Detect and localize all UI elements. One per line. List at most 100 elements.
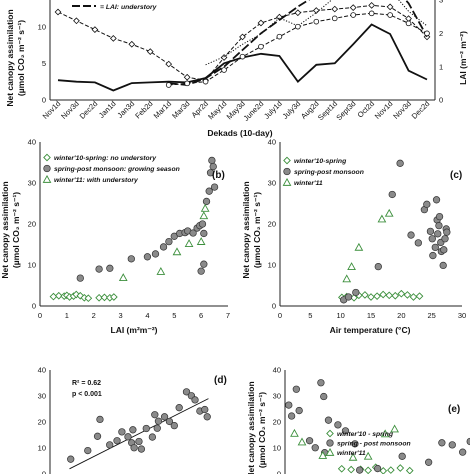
panel-a-series-2-point xyxy=(294,9,302,17)
panel-b-xtick-label: 2 xyxy=(92,311,96,320)
panel-e-series-3-point xyxy=(380,429,390,438)
panel-d-series-1-point xyxy=(151,411,159,419)
panel-e-series-3-point xyxy=(297,437,307,446)
panel-d-series-1-point xyxy=(118,428,126,436)
panel-a-xtick-label: Oct2d xyxy=(356,99,377,120)
panel-e-series-3-point xyxy=(290,428,299,437)
panel-a-series-line-4 xyxy=(168,0,428,86)
panel-a-xticks: Nov1dNov3dDec2dJan1dJan3dFeb2dMar1dMar3d… xyxy=(41,99,432,123)
panel-a-series-line-3 xyxy=(205,0,428,66)
panel-c-series-1-point xyxy=(415,292,424,300)
panel-b-series-3-point xyxy=(118,273,128,282)
panel-e-series-2-point xyxy=(356,466,364,474)
panel-c-ytick-label: 30 xyxy=(268,179,276,188)
panel-b-ytick-label: 10 xyxy=(28,261,36,270)
panel-e-series-2-point xyxy=(459,448,467,456)
panel-b-series-1-point xyxy=(76,291,85,300)
panel-e-series-2-point xyxy=(320,392,328,401)
panel-e-series-3-point xyxy=(363,451,373,460)
panel-a-series-5-point xyxy=(350,12,357,18)
panel-c-series-2-point xyxy=(435,221,443,230)
panel-b-xtick-label: 7 xyxy=(226,311,230,320)
panel-a-series-2-point xyxy=(239,33,246,41)
panel-d-series-1-point xyxy=(148,433,157,441)
panel-c-xtick-label: 5 xyxy=(308,311,312,320)
panel-b-series-3-point xyxy=(196,237,206,245)
panel-b-legend-marker-1 xyxy=(43,153,51,162)
panel-a-series-2-point xyxy=(54,8,62,16)
panel-c-legend-marker-2 xyxy=(283,167,291,176)
panel-c-legend-marker-3 xyxy=(282,177,292,186)
panel-c-ytick-label: 20 xyxy=(268,220,276,229)
panel-c-series-2-point xyxy=(443,228,451,236)
panel-a-series-2-point xyxy=(423,33,431,41)
panel-a-series-2-point xyxy=(386,3,394,11)
panel-a-series-2-point xyxy=(91,26,99,33)
panel-b-xtick-label: 1 xyxy=(65,311,69,320)
panel-d-letter: (d) xyxy=(214,375,227,386)
panel-a-y2label: LAI (m⁻² m⁻²) xyxy=(458,31,468,85)
panel-a-xtick-label: Dec2d xyxy=(410,99,432,121)
panel-e-series-2-point xyxy=(334,421,342,429)
panel-b-series-2-point xyxy=(197,267,205,275)
panel-e-series-1-point xyxy=(379,467,388,474)
panel-a-xtick-label: Feb2d xyxy=(133,99,154,120)
panel-d-series-1-point xyxy=(113,437,121,445)
panel-b-series-1-point xyxy=(49,292,58,301)
panel-e-ytick-label: 0 xyxy=(277,470,281,474)
panel-d-plot xyxy=(67,388,211,470)
panel-a-xtick-label: Sept1d xyxy=(316,99,339,122)
panel-b-series-2-point xyxy=(76,274,84,282)
panel-b-ytick-label: 40 xyxy=(28,138,36,147)
panel-c-series-2-point xyxy=(388,190,396,199)
panel-c-series-2-point xyxy=(423,200,431,208)
panel-b-series-2-point xyxy=(159,243,168,251)
panel-d-series-1-point xyxy=(130,444,138,452)
panel-c-series-2-point xyxy=(441,235,449,243)
panel-a-ylabel-line2: (µmol CO₂ m⁻² s⁻¹) xyxy=(16,20,26,96)
panel-a-series-2-point xyxy=(368,2,376,9)
panel-c-series-1-point xyxy=(409,293,418,301)
panel-e-series-2-point xyxy=(438,439,446,447)
panel-b-series-2-point xyxy=(143,253,152,261)
panel-a-series-line-2 xyxy=(57,4,428,81)
panel-a-xtick-label: July1d xyxy=(262,99,284,121)
panel-b-xlabel: LAI (m²m⁻²) xyxy=(111,325,158,335)
panel-a-series-2-point xyxy=(73,17,80,25)
panel-d-series-1-point xyxy=(165,417,174,426)
panel-e-legend-marker-2 xyxy=(326,439,334,447)
panel-c-series-2-point xyxy=(429,251,437,260)
panel-d-series-1-point xyxy=(182,388,191,396)
panel-d-series-1-point xyxy=(84,446,92,455)
panel-a-y2tick-label: 0 xyxy=(439,96,443,105)
panel-e-series-2-point xyxy=(351,440,359,448)
panel-a-xtick-label: Nov3d xyxy=(59,99,81,121)
panel-c-ylabel-line1: Net canopy assimilation xyxy=(241,181,251,278)
panel-a-ytick-label: 5 xyxy=(42,59,46,68)
panel-c-series-1-point xyxy=(361,291,369,299)
panel-a-series-2-point xyxy=(257,19,265,27)
panel-c-ytick-label: 0 xyxy=(272,302,276,311)
panel-a-series-5-point xyxy=(424,30,430,37)
panel-d-ytick-label: 10 xyxy=(38,444,46,453)
panel-d-series-1-point xyxy=(129,426,137,434)
panel-d-series-1-point xyxy=(67,455,75,463)
panel-e-legend-entry-1: winter'10 - spring xyxy=(337,431,394,438)
panel-c-series-2-point xyxy=(344,293,353,301)
panel-a-legend: = LAI: understory xyxy=(72,4,158,11)
panel-e-series-1-point xyxy=(387,466,395,474)
panel-a-xtick-label: Dec2d xyxy=(78,99,100,121)
panel-b-series-3-point xyxy=(172,247,182,256)
panel-b-legend: winter'10-spring: no understory spring-po… xyxy=(42,153,180,184)
panel-b-xtick-label: 0 xyxy=(38,311,42,320)
panel-a-series-2-point xyxy=(109,35,117,42)
panel-c-series-2-point xyxy=(407,231,415,239)
panel-b-ytick-label: 0 xyxy=(32,302,36,311)
panel-d-series-1-point xyxy=(170,421,178,430)
panel-a-series-5-point xyxy=(368,10,375,17)
panel-d-series-1-point xyxy=(153,424,161,432)
panel-c-legend-marker-1 xyxy=(283,156,291,165)
panel-d-series-1-point xyxy=(203,413,211,421)
panel-a-xtick-label: Mar3d xyxy=(170,99,191,120)
